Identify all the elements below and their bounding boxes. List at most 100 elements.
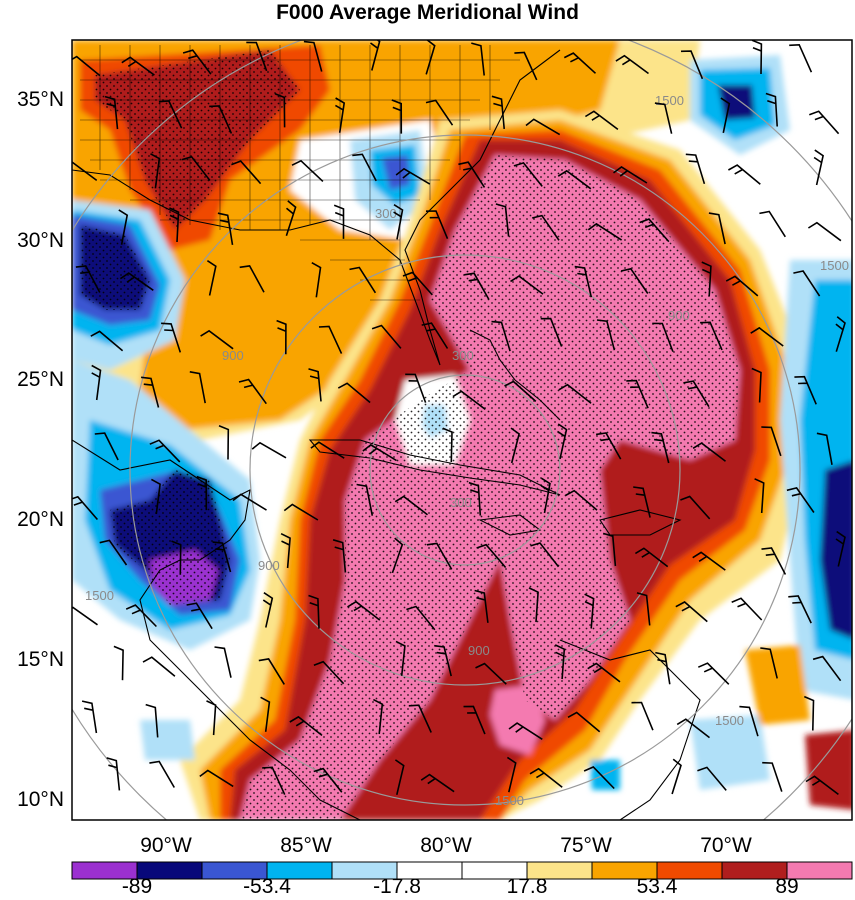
wind-barb	[262, 766, 286, 795]
wind-barb	[308, 368, 322, 402]
wind-barb	[142, 656, 176, 677]
field-midblue-carolina	[382, 155, 410, 190]
wind-barb	[760, 647, 778, 679]
wind-barb	[602, 532, 617, 567]
wind-barb	[620, 267, 649, 294]
wind-barb	[394, 495, 428, 516]
stipple-overlay	[80, 50, 740, 820]
wind-barb	[680, 50, 704, 80]
wind-barb	[475, 662, 507, 685]
wind-barb	[471, 42, 485, 76]
wind-barb	[393, 204, 404, 240]
wind-barb	[671, 758, 682, 795]
wind-barb	[356, 483, 374, 516]
colorbar-label: -53.4	[243, 875, 291, 898]
wind-barb	[812, 655, 842, 682]
wind-barb	[750, 326, 784, 347]
wind-barb	[217, 212, 234, 246]
wind-barb	[476, 543, 507, 569]
wind-barb	[587, 222, 623, 241]
map-title: F000 Average Meridional Wind	[276, 1, 579, 24]
wind-barb	[333, 204, 345, 239]
wind-barb	[196, 475, 208, 511]
wind-barb	[391, 99, 403, 134]
wind-barb	[442, 427, 453, 463]
longitude-axis: 90°W 85°W 80°W 75°W 70°W	[140, 834, 752, 857]
wind-barb	[239, 265, 265, 293]
wind-barb	[276, 319, 287, 355]
wind-barb	[793, 270, 821, 297]
wind-barb	[452, 390, 486, 411]
wind-barb	[720, 97, 731, 134]
wind-barb	[510, 275, 544, 295]
wind-barb	[813, 149, 824, 186]
field-orange-se	[745, 645, 810, 725]
wind-barb	[532, 214, 560, 241]
wind-barb	[765, 92, 778, 127]
lon-label: 90°W	[140, 834, 192, 857]
wind-barb	[308, 594, 320, 629]
wind-barb	[676, 718, 710, 739]
wind-barb	[584, 110, 619, 131]
wind-barb	[104, 95, 119, 130]
wind-barb	[150, 153, 161, 189]
wind-barb	[425, 99, 454, 126]
wind-barb	[685, 153, 706, 185]
lat-label: 30°N	[17, 229, 64, 252]
wind-barb	[463, 705, 486, 735]
ring-1500	[129, 134, 801, 806]
wind-barb	[181, 155, 211, 181]
wind-barb	[251, 441, 287, 459]
wind-barb	[421, 322, 449, 349]
wind-barb	[513, 161, 543, 187]
wind-barb	[285, 200, 297, 237]
wind-barb	[654, 102, 673, 134]
wind-barb	[529, 767, 563, 788]
wind-barb	[633, 486, 651, 518]
wind-barb	[651, 431, 670, 464]
field-navy-east	[820, 461, 852, 639]
lon-label: 70°W	[700, 834, 752, 857]
wind-barb	[510, 427, 521, 464]
wind-barb	[206, 260, 217, 296]
wind-barb	[91, 364, 102, 401]
lon-label: 80°W	[420, 834, 472, 857]
wind-barb	[751, 40, 763, 75]
wind-barb	[238, 378, 267, 405]
wind-barb	[751, 367, 762, 403]
colorbar-label: 17.8	[507, 875, 548, 898]
wind-barb	[209, 105, 233, 134]
wind-barb	[362, 443, 397, 462]
lat-label: 35°N	[17, 88, 64, 111]
wind-barb	[816, 432, 833, 465]
plot-frame	[71, 39, 853, 821]
wind-barb	[283, 503, 319, 521]
wind-barb	[655, 651, 671, 685]
wind-barb	[373, 698, 384, 735]
wind-barb	[680, 495, 711, 520]
wind-barb	[161, 322, 182, 353]
wind-barb	[639, 218, 670, 243]
wind-barb	[186, 602, 213, 630]
wind-barb	[636, 592, 651, 626]
wind-barb	[189, 371, 206, 404]
wind-barb	[554, 644, 566, 680]
wind-barb	[528, 587, 539, 623]
wind-barb	[370, 40, 381, 71]
wind-barb	[786, 486, 815, 513]
colorbar	[71, 861, 853, 880]
lon-label: 85°W	[280, 834, 332, 857]
wind-barb	[94, 432, 119, 461]
latitude-axis: 35°N 30°N 25°N 20°N 15°N 10°N	[17, 88, 64, 811]
wind-barb	[725, 275, 759, 297]
wind-barb	[495, 203, 510, 237]
wind-barb	[391, 537, 404, 574]
wind-barb	[530, 542, 560, 568]
wind-barb	[565, 489, 598, 511]
wind-barb	[762, 761, 783, 792]
field-lightblue-sw2	[140, 720, 195, 760]
wind-barb	[474, 589, 489, 623]
wind-barb	[794, 375, 817, 405]
wind-barb	[514, 51, 538, 81]
wind-barb	[311, 262, 322, 298]
